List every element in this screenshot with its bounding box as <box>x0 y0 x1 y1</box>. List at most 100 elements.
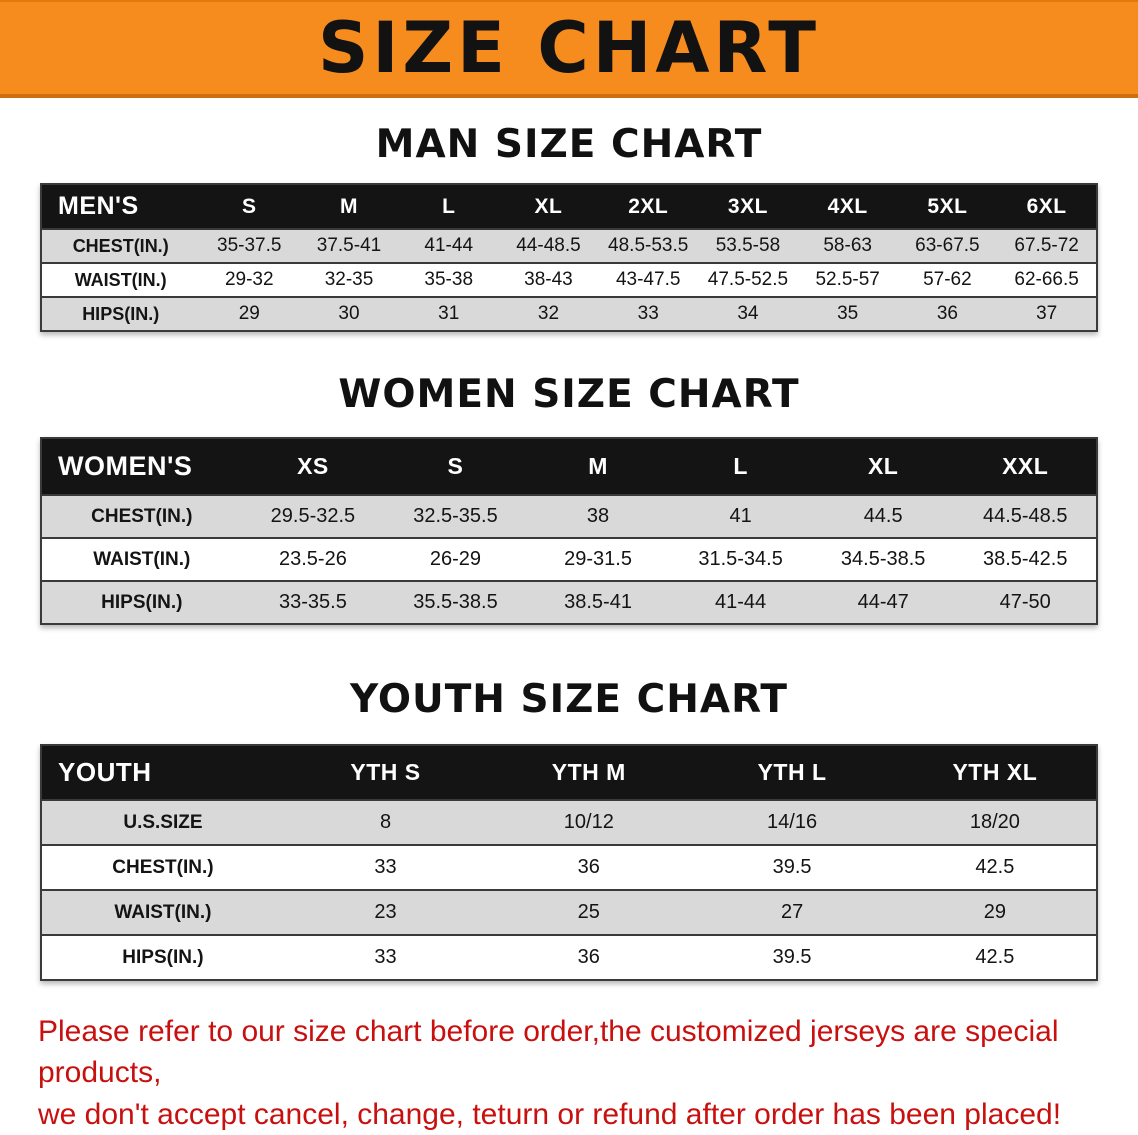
value-cell: 38.5-42.5 <box>954 537 1097 581</box>
youth-table-body: U.S.SIZE 8 10/12 14/16 18/20 CHEST(IN.) 33 36 39… <box>41 799 1097 980</box>
men-section-heading: MAN SIZE CHART <box>375 122 763 167</box>
value-cell: 43-47.5 <box>598 262 699 297</box>
value-cell: 31 <box>398 296 499 331</box>
value-cell: 29 <box>199 296 300 331</box>
value-cell: 53.5-58 <box>698 228 798 263</box>
value-cell: 33 <box>283 934 488 980</box>
size-column-header: 5XL <box>897 184 998 229</box>
youth-section-heading: YOUTH SIZE CHART <box>350 677 788 722</box>
value-cell: 36 <box>487 934 691 980</box>
size-column-header: YTH S <box>283 745 488 800</box>
value-cell: 38 <box>526 494 670 538</box>
value-cell: 23 <box>283 889 488 935</box>
value-cell: 44.5-48.5 <box>954 494 1097 538</box>
size-column-header: XL <box>498 184 599 229</box>
value-cell: 38-43 <box>498 262 599 297</box>
table-row: HIPS(IN.) 33 36 39.5 42.5 <box>41 934 1097 980</box>
value-cell: 35-38 <box>398 262 499 297</box>
table-row: CHEST(IN.) 33 36 39.5 42.5 <box>41 844 1097 890</box>
page-title: SIZE CHART <box>317 7 821 89</box>
row-label-cell: WAIST(IN.) <box>41 537 242 581</box>
value-cell: 32.5-35.5 <box>384 494 527 538</box>
size-column-header: YTH M <box>487 745 691 800</box>
size-column-header: L <box>398 184 499 229</box>
value-cell: 34.5-38.5 <box>811 537 955 581</box>
value-cell: 34 <box>698 296 798 331</box>
value-cell: 25 <box>487 889 691 935</box>
value-cell: 32 <box>498 296 599 331</box>
header-row: WOMEN'S XS S M L XL XXL <box>41 438 1097 495</box>
value-cell: 14/16 <box>690 799 894 845</box>
table-row: WAIST(IN.) 23 25 27 29 <box>41 889 1097 935</box>
value-cell: 26-29 <box>384 537 527 581</box>
table-title-cell: WOMEN'S <box>41 438 242 495</box>
row-label-cell: U.S.SIZE <box>41 799 284 845</box>
value-cell: 33 <box>598 296 699 331</box>
value-cell: 39.5 <box>690 934 894 980</box>
value-cell: 44-47 <box>811 580 955 624</box>
size-column-header: XXL <box>954 438 1097 495</box>
table-row: HIPS(IN.) 33-35.5 35.5-38.5 38.5-41 41-44 44-… <box>41 580 1097 624</box>
row-label-cell: WAIST(IN.) <box>41 262 200 297</box>
value-cell: 41 <box>669 494 812 538</box>
value-cell: 36 <box>487 844 691 890</box>
value-cell: 48.5-53.5 <box>598 228 699 263</box>
banner: SIZE CHART <box>0 0 1138 98</box>
table-title-cell: YOUTH <box>41 745 284 800</box>
header-row: MEN'S S M L XL 2XL 3XL 4XL 5XL 6XL <box>41 184 1097 229</box>
table-row: CHEST(IN.) 29.5-32.5 32.5-35.5 38 41 44.5 44.5… <box>41 494 1097 538</box>
value-cell: 47.5-52.5 <box>698 262 798 297</box>
value-cell: 29.5-32.5 <box>241 494 385 538</box>
table-row: CHEST(IN.) 35-37.5 37.5-41 41-44 44-48.5 48.5… <box>41 228 1097 263</box>
value-cell: 38.5-41 <box>526 580 670 624</box>
notice-line-1: Please refer to our size chart before or… <box>38 1015 1059 1090</box>
size-column-header: S <box>199 184 300 229</box>
size-column-header: S <box>384 438 527 495</box>
men-size-table: MEN'S S M L XL 2XL 3XL 4XL 5XL 6XL CHEST(IN.) 35-37… <box>40 183 1098 332</box>
value-cell: 10/12 <box>487 799 691 845</box>
value-cell: 52.5-57 <box>797 262 898 297</box>
women-size-table: WOMEN'S XS S M L XL XXL CHEST(IN.) 29.5-32.5 32.5… <box>40 437 1098 625</box>
row-label-cell: HIPS(IN.) <box>41 580 242 624</box>
youth-size-chart-section: YOUTH SIZE CHART YOUTH YTH S YTH M YTH L YTH … <box>0 677 1138 981</box>
value-cell: 67.5-72 <box>997 228 1097 263</box>
value-cell: 29-31.5 <box>526 537 670 581</box>
value-cell: 37.5-41 <box>299 228 399 263</box>
size-column-header: XS <box>241 438 385 495</box>
value-cell: 57-62 <box>897 262 998 297</box>
value-cell: 36 <box>897 296 998 331</box>
size-column-header: L <box>669 438 812 495</box>
value-cell: 33-35.5 <box>241 580 385 624</box>
value-cell: 30 <box>299 296 399 331</box>
size-column-header: M <box>299 184 399 229</box>
row-label-cell: HIPS(IN.) <box>41 934 284 980</box>
table-row: U.S.SIZE 8 10/12 14/16 18/20 <box>41 799 1097 845</box>
value-cell: 35-37.5 <box>199 228 300 263</box>
value-cell: 39.5 <box>690 844 894 890</box>
value-cell: 47-50 <box>954 580 1097 624</box>
row-label-cell: HIPS(IN.) <box>41 296 200 331</box>
women-table-head: WOMEN'S XS S M L XL XXL <box>41 438 1097 495</box>
youth-size-table: YOUTH YTH S YTH M YTH L YTH XL U.S.SIZE 8 10/12… <box>40 744 1098 981</box>
value-cell: 23.5-26 <box>241 537 385 581</box>
size-column-header: 6XL <box>997 184 1097 229</box>
table-row: HIPS(IN.) 29 30 31 32 33 34 35 36 37 <box>41 296 1097 331</box>
value-cell: 41-44 <box>669 580 812 624</box>
row-label-cell: CHEST(IN.) <box>41 844 284 890</box>
value-cell: 42.5 <box>893 844 1097 890</box>
header-row: YOUTH YTH S YTH M YTH L YTH XL <box>41 745 1097 800</box>
value-cell: 27 <box>690 889 894 935</box>
row-label-cell: CHEST(IN.) <box>41 228 200 263</box>
value-cell: 29 <box>893 889 1097 935</box>
charts-container: MAN SIZE CHART MEN'S S M L XL 2XL 3XL 4XL 5XL 6XL C… <box>0 122 1138 981</box>
value-cell: 37 <box>997 296 1097 331</box>
value-cell: 18/20 <box>893 799 1097 845</box>
value-cell: 31.5-34.5 <box>669 537 812 581</box>
row-label-cell: CHEST(IN.) <box>41 494 242 538</box>
size-column-header: 4XL <box>797 184 898 229</box>
value-cell: 33 <box>283 844 488 890</box>
size-column-header: XL <box>811 438 955 495</box>
value-cell: 29-32 <box>199 262 300 297</box>
value-cell: 58-63 <box>797 228 898 263</box>
value-cell: 35.5-38.5 <box>384 580 527 624</box>
